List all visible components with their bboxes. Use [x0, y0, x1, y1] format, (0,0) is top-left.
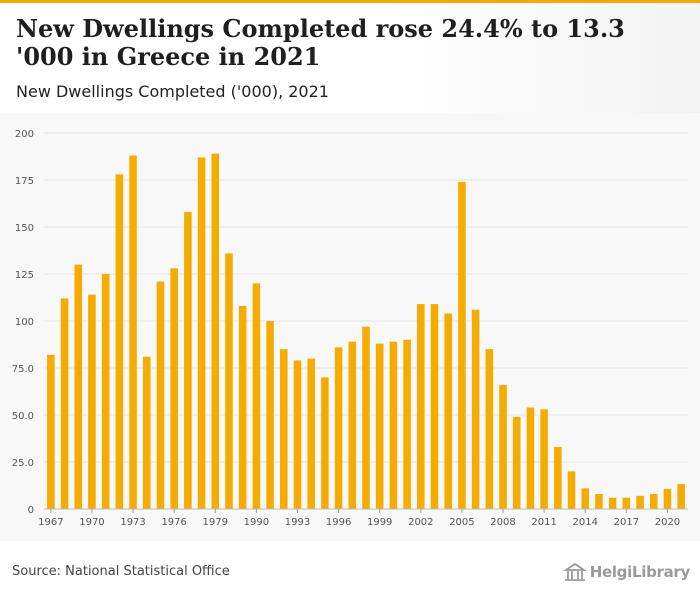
bar	[417, 304, 425, 509]
bar	[211, 153, 220, 509]
helgi-library-logo: HelgiLibrary	[562, 560, 691, 584]
x-tick-label: 2020	[655, 517, 680, 528]
bar	[74, 264, 83, 509]
y-tick-label: 75.0	[12, 364, 34, 375]
bar	[293, 360, 302, 509]
x-tick-label: 1999	[367, 517, 392, 528]
bar-chart: 0 25.0 50.0 75.0 100 125 150 175 200 1967 1970 1973…	[12, 129, 688, 528]
y-tick-label: 175	[15, 176, 34, 187]
chart-subtitle: New Dwellings Completed ('000), 2021	[16, 82, 329, 101]
bar	[129, 155, 137, 509]
bar	[485, 349, 494, 509]
bar	[142, 356, 151, 509]
bar	[307, 358, 315, 509]
top-accent-rule	[0, 0, 700, 3]
bar	[608, 497, 617, 509]
bar	[238, 305, 247, 509]
x-tick-label: 2005	[449, 517, 474, 528]
bar	[595, 493, 603, 509]
header: New Dwellings Completed rose 24.4% to 13…	[0, 3, 700, 113]
bar	[115, 174, 124, 510]
y-tick-label: 150	[15, 223, 34, 234]
x-tick-label: 2011	[531, 517, 556, 528]
bar	[197, 157, 206, 509]
x-tick-label: 1993	[285, 517, 310, 528]
bar	[567, 471, 576, 509]
y-tick-label: 50.0	[12, 411, 34, 422]
y-tick-label: 125	[15, 270, 34, 281]
bar	[348, 341, 357, 509]
bar	[444, 313, 452, 509]
x-tick-label: 2002	[408, 517, 433, 528]
bar	[649, 493, 658, 509]
y-tick-label: 0	[28, 505, 34, 516]
bar	[375, 343, 384, 509]
bar	[581, 488, 590, 509]
x-tick-label: 1990	[244, 517, 269, 528]
bar	[403, 339, 411, 509]
x-tick-label: 2008	[490, 517, 515, 528]
bar	[554, 446, 562, 509]
bar	[266, 321, 274, 509]
bar	[225, 253, 233, 509]
bar	[184, 211, 192, 509]
y-tick-label: 100	[15, 317, 34, 328]
bar	[471, 309, 480, 509]
bar	[334, 347, 343, 509]
bar	[101, 274, 110, 509]
bar	[252, 283, 261, 509]
bar	[60, 298, 69, 509]
bar	[430, 304, 439, 509]
bar	[677, 483, 685, 509]
bar	[47, 354, 55, 509]
library-building-icon	[562, 562, 587, 581]
x-tick-label: 2014	[573, 517, 598, 528]
bar	[499, 384, 507, 509]
bar	[389, 341, 398, 509]
x-tick-label: 1976	[161, 517, 186, 528]
source-note: Source: National Statistical Office	[12, 564, 230, 579]
x-tick-label: 1996	[326, 517, 351, 528]
bar	[622, 497, 631, 509]
x-tick-label: 1973	[120, 517, 145, 528]
bar	[321, 377, 329, 509]
x-tick-label: 1970	[79, 517, 104, 528]
bar	[280, 349, 288, 509]
bar	[362, 326, 370, 509]
bar	[88, 294, 96, 509]
y-tick-label: 25.0	[12, 458, 34, 469]
bar	[636, 495, 644, 509]
x-tick-label: 1967	[38, 517, 63, 528]
logo-text: HelgiLibrary	[589, 563, 691, 581]
bar	[156, 281, 165, 509]
bar	[526, 407, 535, 509]
y-tick-label: 200	[15, 129, 34, 140]
bar	[540, 409, 548, 509]
bar	[663, 488, 672, 509]
bar	[170, 268, 178, 509]
x-tick-label: 2017	[614, 517, 639, 528]
chart-title: New Dwellings Completed rose 24.4% to 13…	[16, 14, 625, 71]
bar	[512, 416, 521, 509]
bar	[458, 181, 466, 509]
x-tick-label: 1979	[203, 517, 228, 528]
